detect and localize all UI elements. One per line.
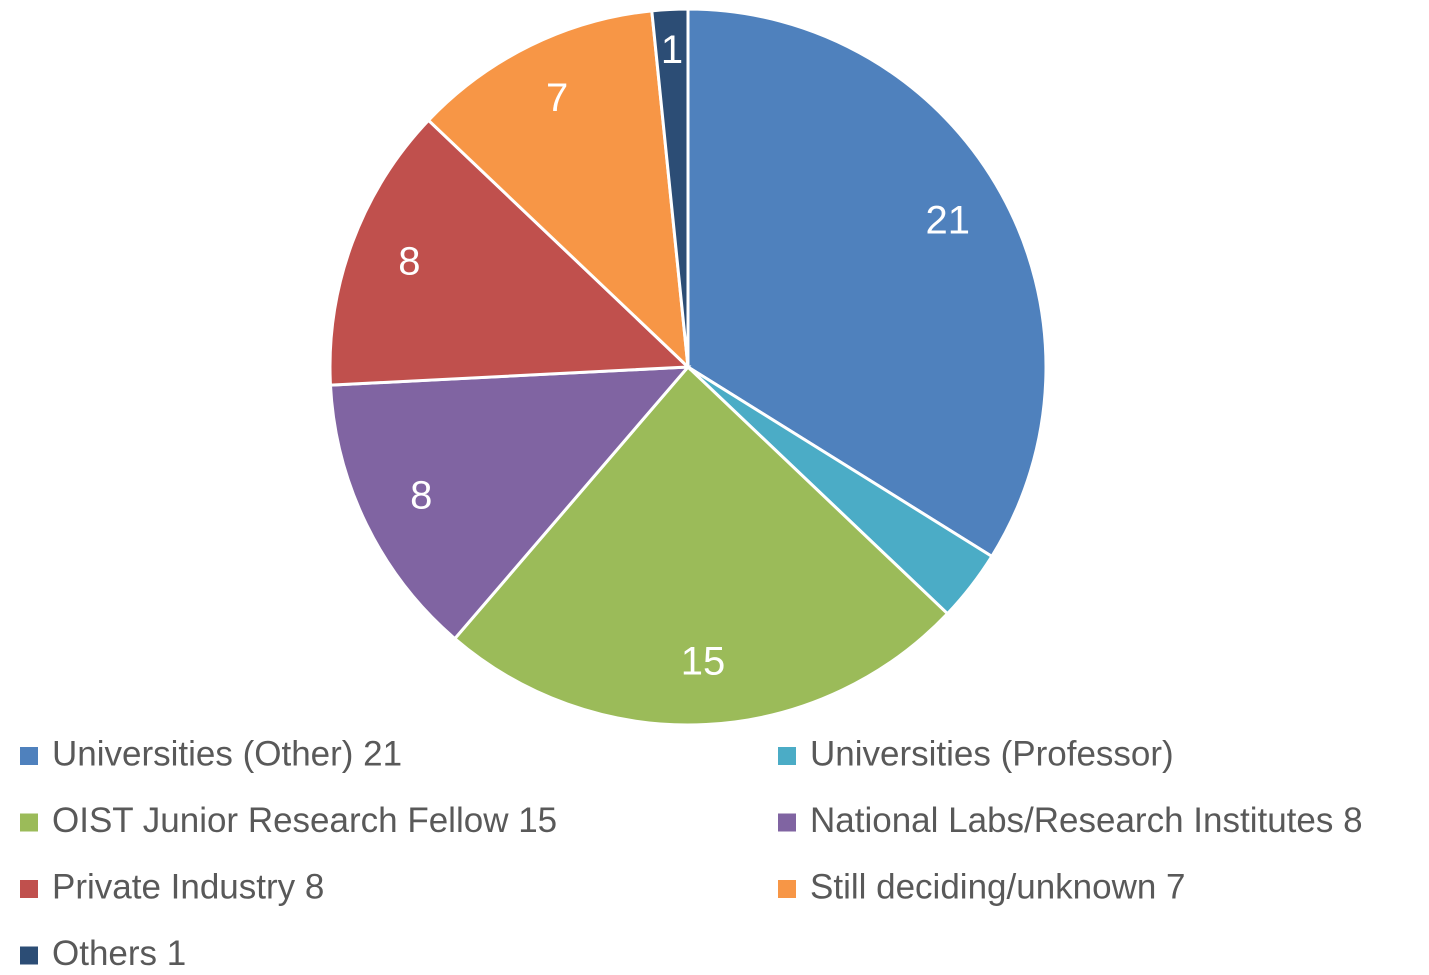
- data-label: 8: [410, 473, 432, 517]
- legend-label: Universities (Other) 21: [52, 734, 402, 773]
- pie-slice: [328, 365, 692, 641]
- pie-slice: [686, 7, 1048, 559]
- legend-label: Others 1: [52, 934, 186, 973]
- pie-slice: [328, 118, 692, 387]
- data-label: 8: [398, 239, 420, 283]
- data-label: 15: [681, 639, 726, 683]
- pie-slice: [452, 364, 950, 727]
- legend-swatch: [778, 813, 796, 832]
- legend-swatch: [20, 880, 38, 898]
- legend-label: Still deciding/unknown 7: [810, 867, 1186, 906]
- data-label: 7: [546, 76, 568, 120]
- legend-swatch: [20, 747, 38, 765]
- data-label: 21: [926, 198, 971, 242]
- legend-label: Private Industry 8: [52, 867, 324, 906]
- pie-slice: [426, 9, 690, 371]
- legend-label: Universities (Professor): [810, 734, 1174, 773]
- legend-swatch: [20, 813, 38, 832]
- legend-swatch: [778, 747, 796, 765]
- legend-label: National Labs/Research Institutes 8: [810, 801, 1363, 840]
- pie-slice: [650, 7, 690, 368]
- legend-label: OIST Junior Research Fellow 15: [52, 801, 557, 840]
- legend-swatch: [778, 880, 796, 898]
- data-label: 1: [661, 28, 683, 72]
- legend-swatch: [20, 946, 38, 965]
